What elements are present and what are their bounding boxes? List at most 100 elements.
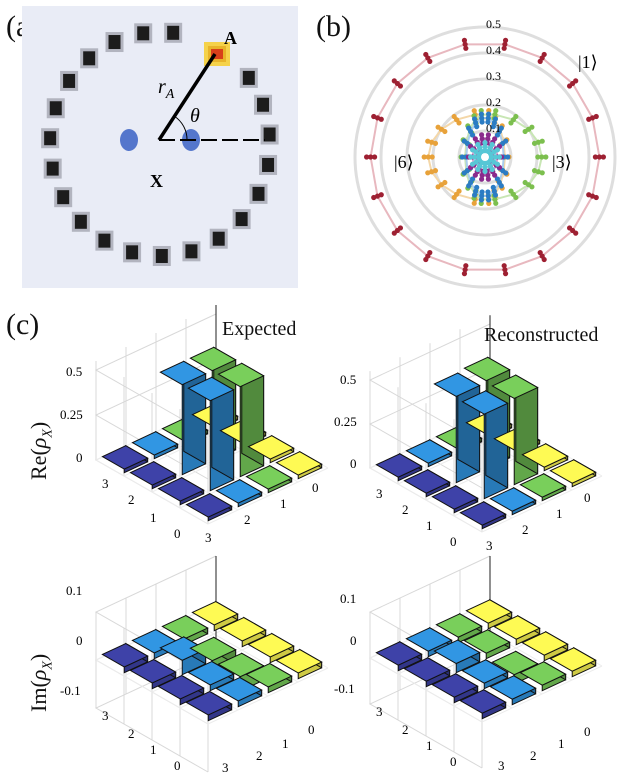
- polar-point: [485, 197, 492, 203]
- im-exp-left-0: 0: [174, 758, 181, 773]
- polar-point: [425, 138, 431, 144]
- im-exp-right-2: 2: [256, 748, 263, 763]
- polar-point: [541, 51, 547, 58]
- polar-point: [472, 172, 478, 178]
- polar-point: [425, 170, 431, 176]
- angle-label: θ: [190, 105, 200, 127]
- bar-face-top: [519, 473, 567, 498]
- polar-point: [475, 141, 481, 148]
- radius-line: [157, 53, 217, 141]
- atom: [95, 230, 114, 251]
- re-exp-right-1: 1: [280, 496, 287, 511]
- polar-point: [492, 192, 499, 198]
- polar-point: [485, 115, 491, 121]
- bar-face-top: [433, 639, 481, 665]
- atom: [54, 187, 73, 208]
- re-exp-right-2: 2: [244, 512, 251, 527]
- polar-point: [423, 51, 429, 58]
- polar-point: [479, 172, 485, 178]
- bar-face-top: [157, 674, 205, 700]
- bar-face-top: [489, 675, 537, 700]
- re-exp-left-0: 0: [174, 526, 181, 541]
- bar-face-top: [521, 631, 569, 656]
- state-label-1: |1⟩: [578, 52, 598, 72]
- polar-point: [596, 154, 602, 160]
- bar-plot-3d: [94, 305, 329, 525]
- bar-face-top: [549, 459, 597, 484]
- re-rec-right-0: 0: [584, 490, 591, 505]
- polar-ring: [405, 77, 565, 237]
- bar-face-top: [247, 435, 295, 460]
- re-exp-left-3: 3: [102, 476, 109, 491]
- polar-point: [539, 154, 545, 160]
- polar-point: [498, 183, 504, 189]
- polar-point: [502, 271, 509, 277]
- polar-point: [478, 197, 485, 203]
- panel-a-background: [22, 6, 298, 288]
- bar-face-top: [405, 627, 453, 652]
- state-label-3: |3⟩: [552, 152, 572, 172]
- polar-point: [471, 192, 478, 198]
- atom: [46, 98, 65, 119]
- bar-face-top: [219, 616, 267, 642]
- polar-point: [529, 184, 535, 190]
- polar-point: [592, 154, 598, 160]
- radial-tick-0-2: 0.2: [486, 95, 501, 109]
- atom: [232, 209, 251, 230]
- bar-plot-3d: [368, 555, 603, 769]
- atom: [134, 23, 153, 44]
- polar-point: [492, 116, 499, 122]
- polar-point: [435, 124, 441, 130]
- re-rec-left-1: 1: [426, 518, 433, 533]
- polar-point: [468, 154, 474, 160]
- polar-point: [485, 193, 491, 199]
- re-exp-tick-05: 0.5: [66, 364, 82, 379]
- polar-point: [489, 166, 495, 173]
- im-exp-tick-0: 0: [76, 633, 83, 648]
- im-rec-right-1: 1: [558, 736, 565, 751]
- atom: [182, 241, 201, 262]
- polar-point: [496, 154, 502, 160]
- atom: [239, 67, 258, 88]
- bar-face-top: [493, 615, 541, 640]
- atom: [164, 22, 183, 43]
- polar-point: [472, 136, 478, 142]
- polar-point: [502, 41, 508, 47]
- state-label-6: |6⟩: [394, 152, 414, 172]
- bar-face-top: [459, 501, 507, 526]
- atom: [60, 70, 79, 91]
- point-x-label: X: [150, 171, 163, 191]
- radial-tick-0-4: 0.4: [486, 43, 501, 57]
- re-rec-tick-0: 0: [350, 456, 357, 471]
- polar-point: [461, 37, 468, 43]
- re-rec-left-2: 2: [402, 502, 409, 517]
- polar-point: [425, 154, 431, 160]
- polar-point: [493, 108, 499, 114]
- bar-face-top: [187, 660, 235, 686]
- title-expected: Expected: [222, 318, 297, 340]
- polar-point: [479, 176, 485, 182]
- re-exp-left-1: 1: [150, 510, 157, 525]
- polar-point: [391, 78, 397, 84]
- polar-point: [466, 183, 472, 189]
- bar-face-top: [431, 485, 479, 510]
- bar-face-top: [405, 439, 453, 464]
- polar-point: [472, 154, 478, 160]
- im-rec-left-0: 0: [450, 754, 457, 769]
- re-rec-tick-05: 0.5: [340, 372, 356, 387]
- polar-point: [479, 136, 485, 142]
- polar-point: [535, 154, 541, 160]
- polar-point: [469, 147, 476, 153]
- atom: [249, 183, 268, 204]
- polar-point: [543, 154, 549, 160]
- bar-face-top: [159, 360, 207, 386]
- bar-face-top: [461, 659, 509, 684]
- bar-face-top: [433, 372, 481, 398]
- polar-series-0: [364, 37, 606, 277]
- radial-tick-0-5: 0.5: [486, 17, 501, 31]
- atom: [105, 32, 124, 53]
- polar-point: [503, 170, 509, 176]
- atom: [43, 158, 62, 179]
- re-rec-right-2: 2: [522, 522, 529, 537]
